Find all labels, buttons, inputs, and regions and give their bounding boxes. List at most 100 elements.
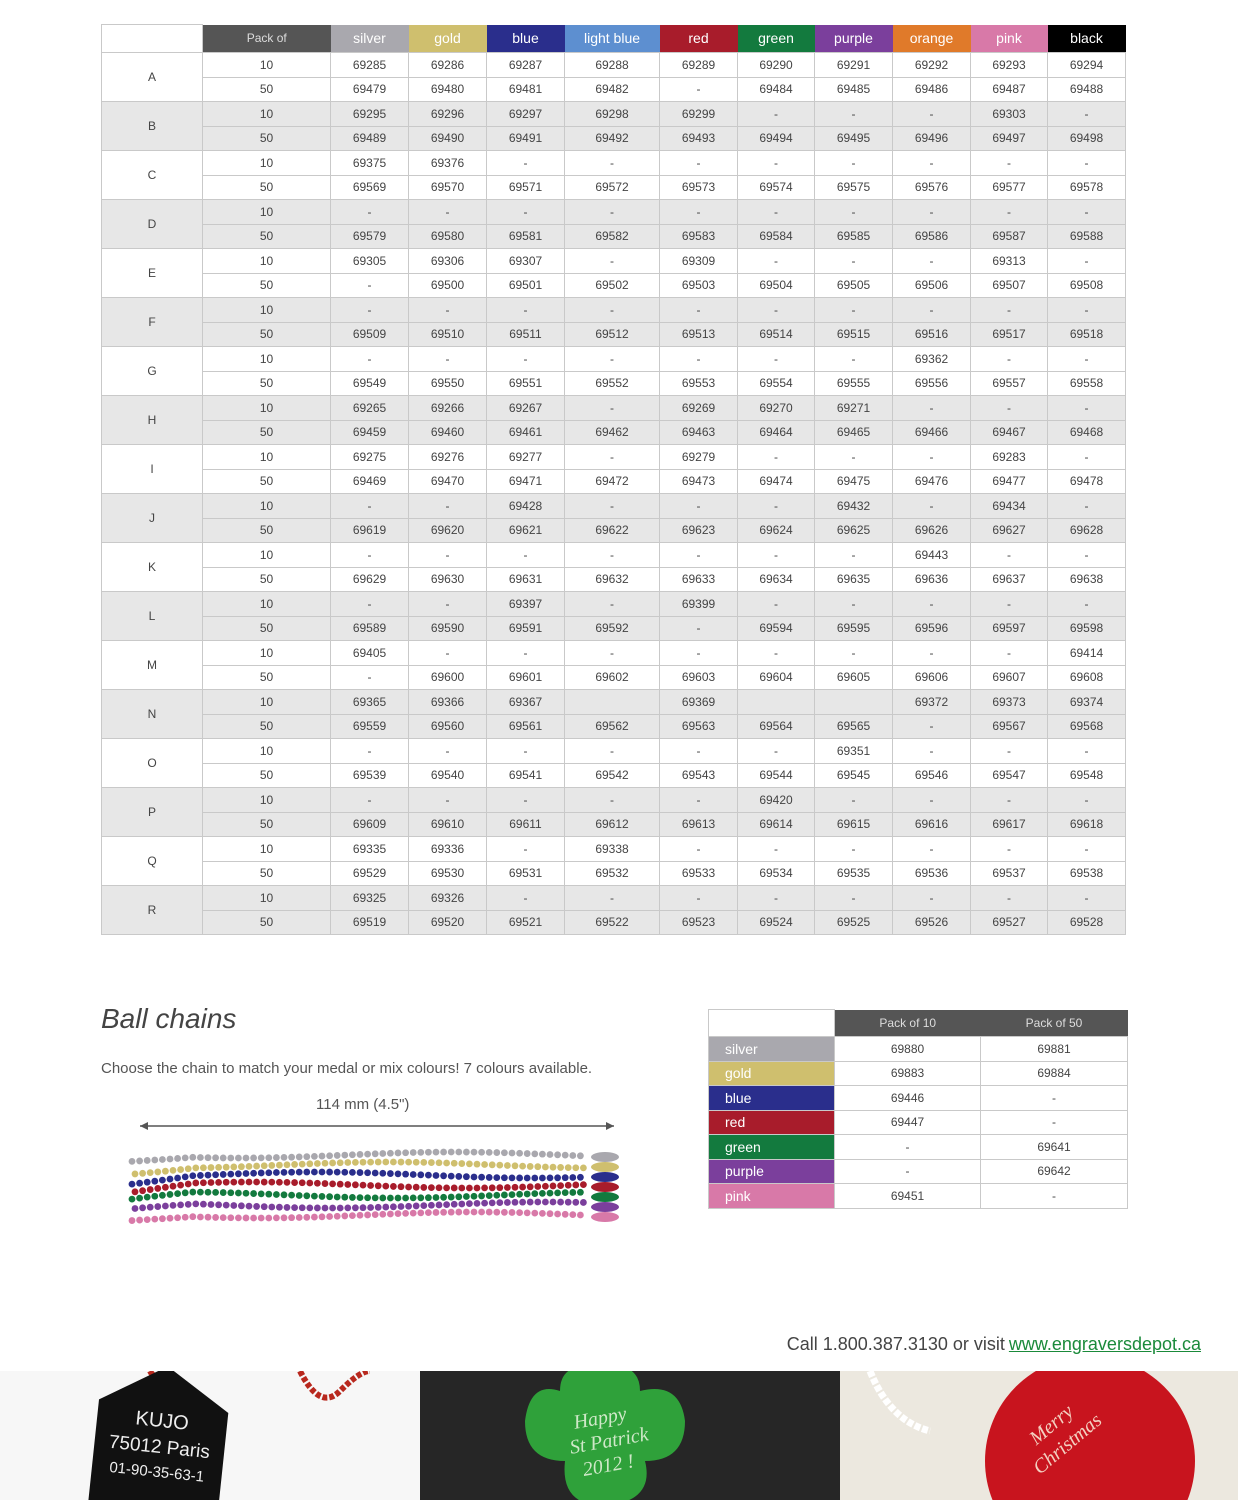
chain-bead <box>204 1188 212 1196</box>
chain-bead <box>417 1209 425 1217</box>
product-code: - <box>814 101 893 127</box>
chain-bead <box>511 1198 519 1206</box>
chain-bead <box>326 1168 333 1176</box>
chain-bead <box>238 1163 245 1171</box>
color-header: gold <box>408 24 487 53</box>
chain-bead <box>227 1214 235 1222</box>
product-code: 69338 <box>564 836 660 862</box>
chain-bead <box>318 1213 326 1221</box>
product-code: 69585 <box>814 223 893 249</box>
chain-bead <box>409 1171 417 1178</box>
pack-size: 10 <box>202 248 331 274</box>
chain-bead <box>367 1182 374 1189</box>
pack-header: Pack of 50 <box>980 1009 1128 1037</box>
chain-bead <box>146 1169 154 1177</box>
chain-bead <box>561 1174 569 1182</box>
group-label: J <box>101 493 203 543</box>
chain-bead <box>379 1194 387 1202</box>
pricing-table: Pack of silver gold blue light blue red green p… <box>101 24 1126 935</box>
product-code: - <box>814 542 893 568</box>
pack-size: 10 <box>202 591 331 617</box>
chain-bead <box>303 1192 311 1200</box>
product-code: - <box>659 76 738 102</box>
product-code: - <box>970 297 1048 323</box>
group-label: C <box>101 150 203 200</box>
product-code: 69588 <box>1047 223 1126 249</box>
product-code: 69503 <box>659 272 738 298</box>
chain-bead <box>516 1190 523 1198</box>
chain-bead <box>139 1169 146 1177</box>
product-code: - <box>564 444 660 470</box>
product-code: 69551 <box>486 370 565 396</box>
chain-bead <box>554 1174 561 1182</box>
product-code: 69615 <box>814 811 893 837</box>
product-code: - <box>970 738 1048 764</box>
chain-bead <box>336 1159 344 1167</box>
product-code: 69506 <box>892 272 971 298</box>
chain-bead <box>473 1160 481 1168</box>
pack-size: 50 <box>202 223 331 249</box>
chain-bead <box>420 1202 428 1210</box>
product-code: - <box>814 885 893 911</box>
shamrock-tag <box>525 1371 685 1500</box>
pack-size: 50 <box>202 370 331 396</box>
chain-bead <box>136 1179 143 1187</box>
section-title: Ball chains <box>101 1003 237 1034</box>
chain-bead <box>523 1209 531 1217</box>
section-description: Choose the chain to match your medal or … <box>101 1060 593 1077</box>
chain-bead <box>367 1158 374 1166</box>
product-code: - <box>814 836 893 862</box>
product-code: 69279 <box>659 444 738 470</box>
product-code: 69269 <box>659 395 738 421</box>
product-code <box>737 689 815 715</box>
chain-bead <box>326 1213 333 1220</box>
table-row: I 10 69275 69276 69277-69279- - -69283- <box>101 444 1126 494</box>
chain-bead <box>412 1202 420 1210</box>
pack-size: 50 <box>202 76 331 102</box>
group-label: K <box>101 542 203 592</box>
product-code: - <box>564 885 660 911</box>
chain-bead <box>143 1193 151 1201</box>
chain-bead <box>174 1214 181 1222</box>
pack-size: 50 <box>202 909 331 935</box>
product-code: 69397 <box>486 591 565 617</box>
product-code: - <box>330 738 409 764</box>
chain-bead <box>169 1166 177 1174</box>
chain-bead <box>207 1201 215 1208</box>
product-code: 69502 <box>564 272 660 298</box>
product-code: - <box>892 713 971 739</box>
pack-size: 10 <box>202 52 331 78</box>
product-code: - <box>834 1158 981 1184</box>
product-code: 69510 <box>408 321 487 347</box>
chain-bead <box>265 1169 273 1177</box>
chain-bead <box>580 1164 587 1172</box>
table-row: 50 69539 69540 69541 69542 69543 69544 69545 695… <box>102 762 1126 788</box>
product-code: - <box>486 885 565 911</box>
product-code: - <box>1047 150 1126 176</box>
chain-bead <box>496 1184 504 1192</box>
product-code: 69271 <box>814 395 893 421</box>
chain-bead <box>321 1204 329 1212</box>
product-code: 69480 <box>408 76 487 102</box>
chain-bead <box>470 1208 478 1216</box>
measure-label: 114 mm (4.5") <box>316 1096 410 1113</box>
table-row: N 10 69365 69366 69367 69369 69372 69373 69374 <box>101 689 1126 739</box>
product-code: - <box>659 836 738 862</box>
product-code: - <box>980 1085 1128 1111</box>
chain-bead <box>204 1213 212 1221</box>
chain-bead <box>242 1154 250 1162</box>
chain-bead <box>485 1192 493 1200</box>
website-link[interactable]: www.engraversdepot.ca <box>1008 1334 1201 1354</box>
product-code: 69309 <box>659 248 738 274</box>
product-code: 69558 <box>1047 370 1126 396</box>
product-code: - <box>970 346 1048 372</box>
product-code: - <box>814 640 893 666</box>
product-code: 69638 <box>1047 566 1126 592</box>
product-code: - <box>737 836 815 862</box>
chain-bead <box>151 1156 159 1164</box>
chain-bead <box>374 1182 382 1190</box>
chain-bead <box>440 1193 447 1201</box>
table-row: F 10- - - - - - - - - - <box>101 297 1126 347</box>
pack-size: 10 <box>202 101 331 127</box>
chain-bead <box>564 1164 572 1172</box>
